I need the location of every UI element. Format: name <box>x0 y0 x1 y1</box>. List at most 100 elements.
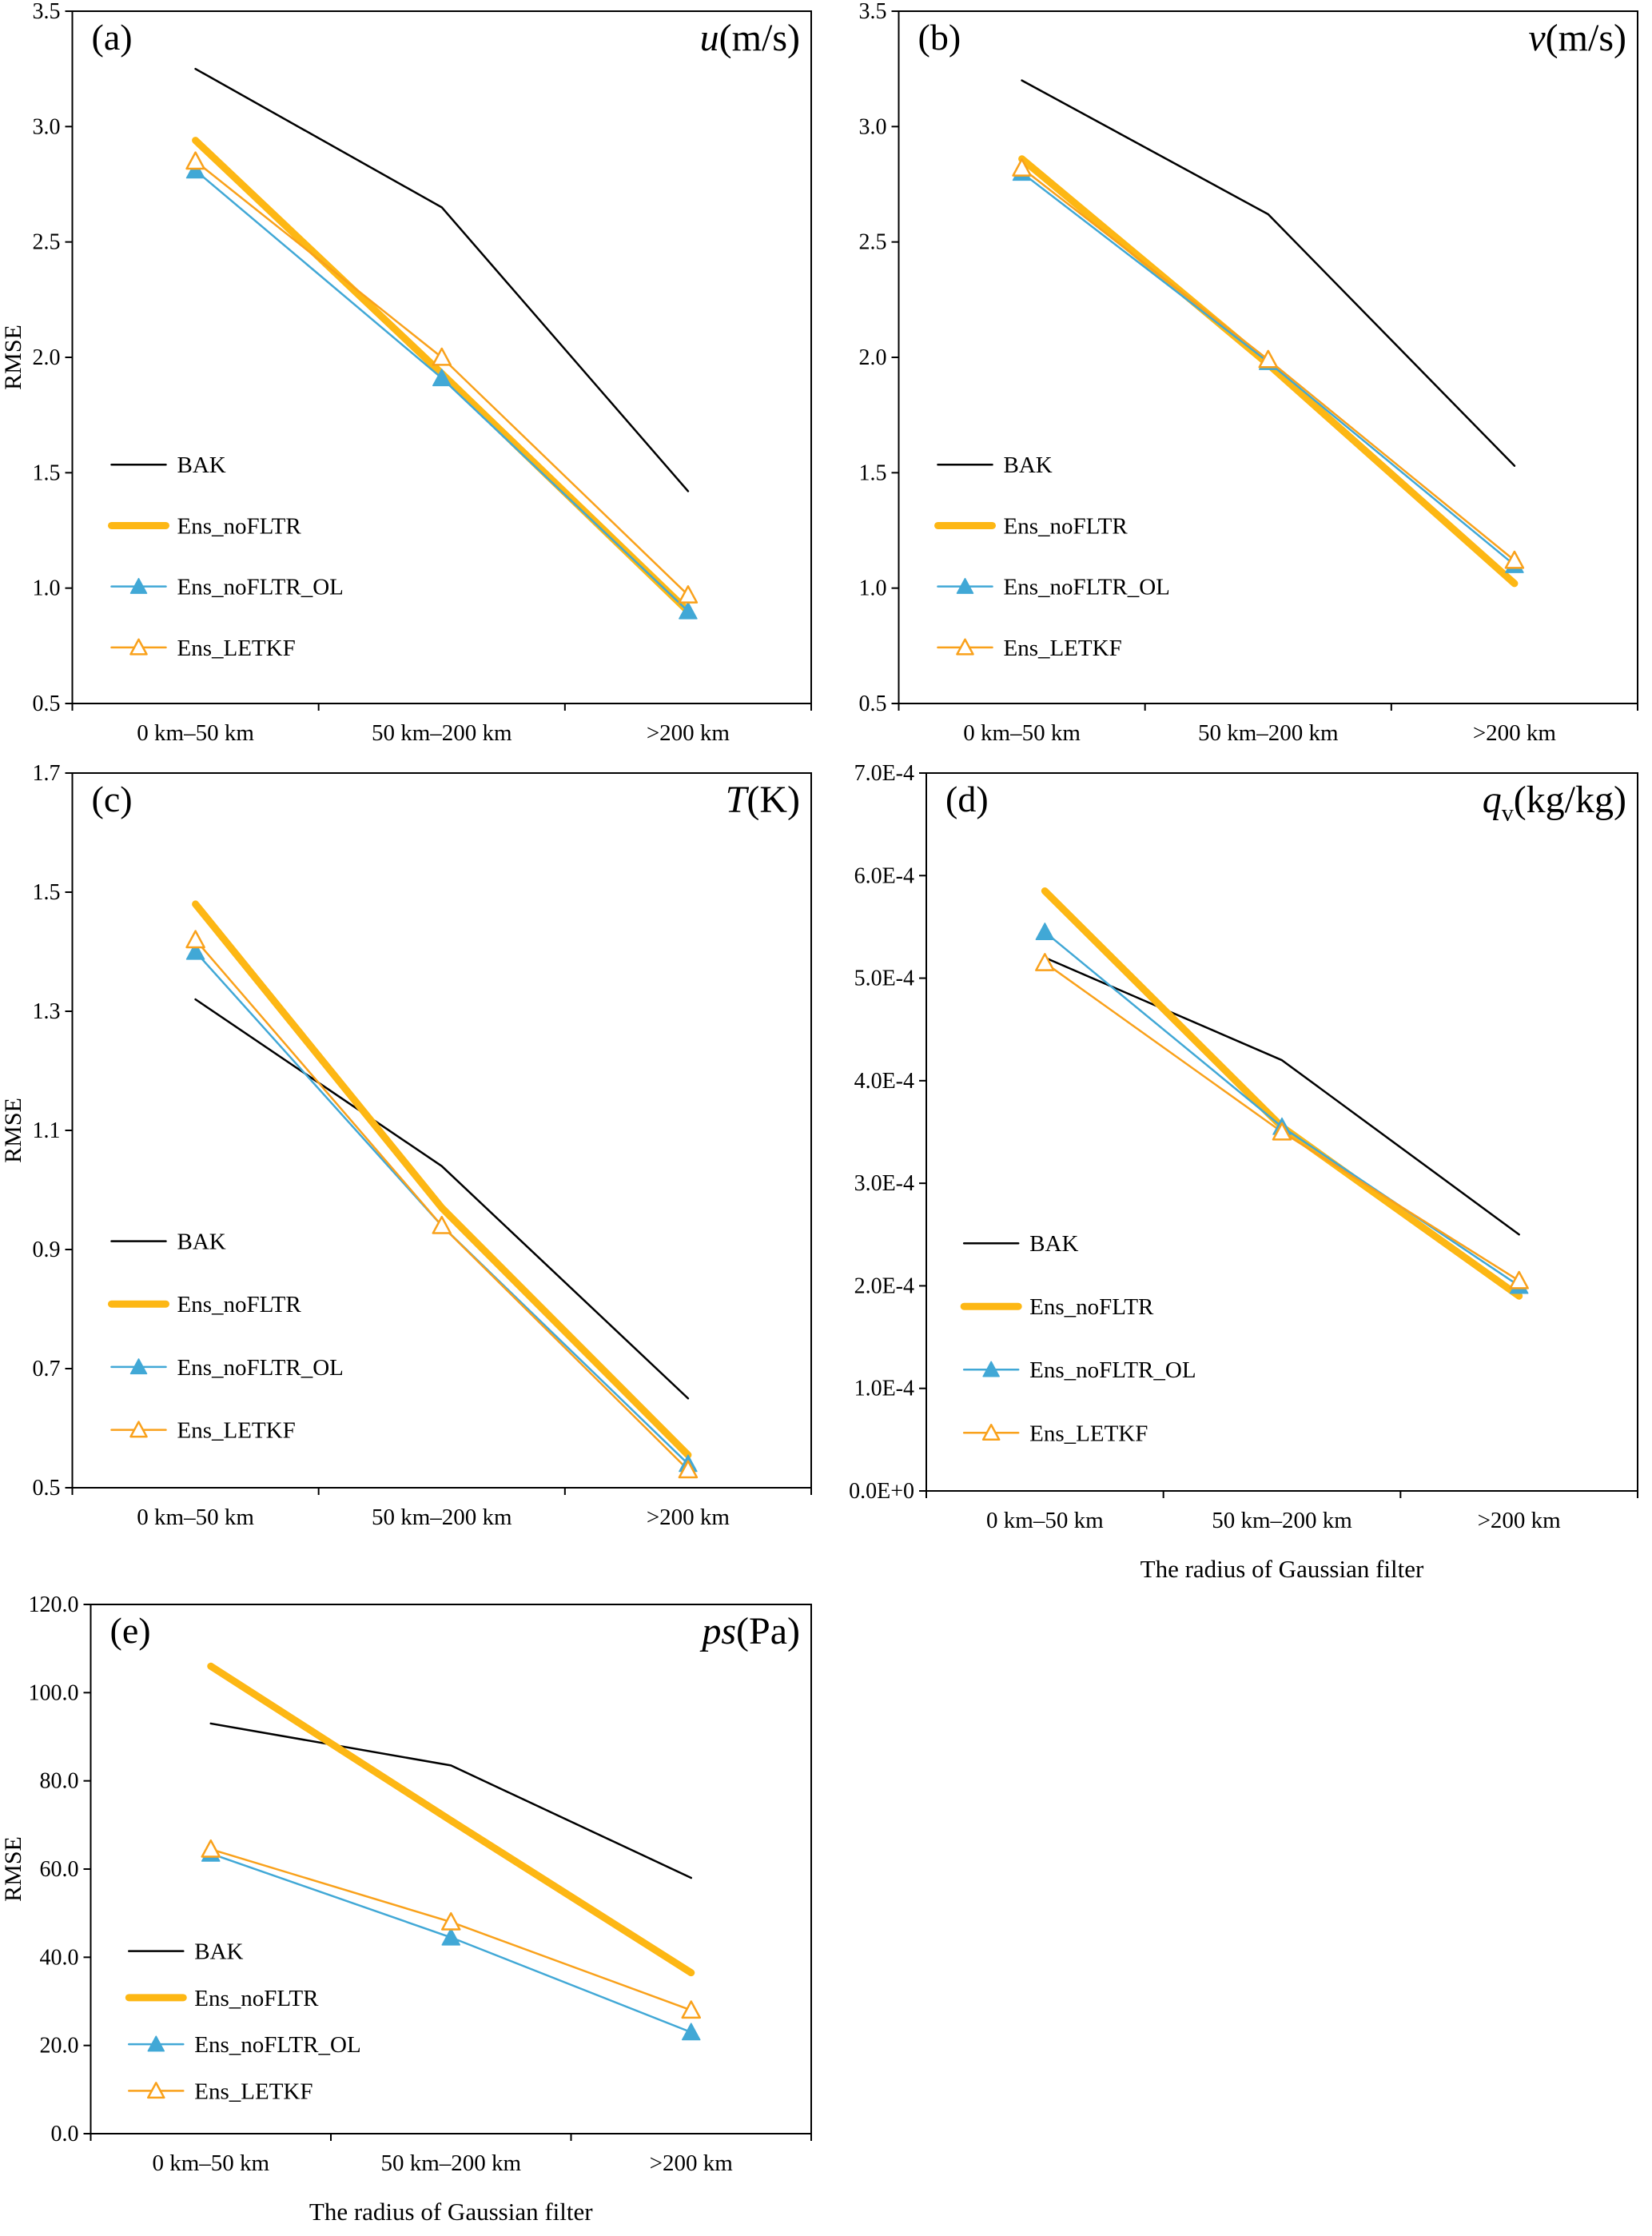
svg-text:Ens_LETKF: Ens_LETKF <box>177 636 295 661</box>
svg-text:1.5: 1.5 <box>33 460 61 485</box>
svg-text:BAK: BAK <box>1003 452 1052 478</box>
panel-a: (a) u(m/s) 0.5 1.0 1.5 2.0 2.5 3.0 3.5 0 km–50 … <box>0 0 826 759</box>
svg-text:Ens_noFLTR_OL: Ens_noFLTR_OL <box>1029 1357 1196 1383</box>
svg-text:100.0: 100.0 <box>29 1680 79 1705</box>
svg-text:>200 km: >200 km <box>1478 1508 1562 1533</box>
panel-c: (c) T(K) 0.5 0.7 0.9 1.1 1.3 1.5 1.7 0 km–50 km… <box>0 762 826 1544</box>
svg-text:Ens_noFLTR: Ens_noFLTR <box>1003 513 1128 539</box>
svg-text:1.5: 1.5 <box>859 460 887 485</box>
svg-text:3.5: 3.5 <box>859 0 887 24</box>
svg-text:Ens_LETKF: Ens_LETKF <box>194 2079 312 2104</box>
svg-text:2.5: 2.5 <box>33 230 61 255</box>
svg-text:50 km–200 km: 50 km–200 km <box>372 1505 512 1530</box>
svg-text:The radius of Gaussian filter: The radius of Gaussian filter <box>309 2198 593 2226</box>
svg-text:Ens_noFLTR_OL: Ens_noFLTR_OL <box>177 1355 343 1381</box>
svg-text:2.0: 2.0 <box>33 345 61 370</box>
svg-text:60.0: 60.0 <box>40 1857 79 1882</box>
variable-unit-d: (kg/kg) <box>1513 779 1626 821</box>
variable-unit-c: (K) <box>746 779 800 821</box>
svg-text:1.0E-4: 1.0E-4 <box>854 1377 914 1401</box>
svg-text:80.0: 80.0 <box>40 1769 79 1794</box>
variable-symbol-d: q <box>1482 779 1502 821</box>
variable-unit-a: (m/s) <box>719 17 800 59</box>
svg-text:4.0E-4: 4.0E-4 <box>854 1069 914 1094</box>
svg-text:0.9: 0.9 <box>33 1238 61 1262</box>
variable-subscript-d: v <box>1501 799 1514 827</box>
svg-text:50 km–200 km: 50 km–200 km <box>380 2150 521 2176</box>
variable-unit-b: (m/s) <box>1545 17 1626 59</box>
svg-text:Ens_noFLTR: Ens_noFLTR <box>177 1292 301 1317</box>
svg-text:50 km–200 km: 50 km–200 km <box>372 720 512 746</box>
panel-letter-b: (b) <box>918 17 961 58</box>
svg-text:1.5: 1.5 <box>33 880 61 905</box>
svg-text:20.0: 20.0 <box>40 2034 79 2059</box>
svg-text:Ens_noFLTR: Ens_noFLTR <box>194 1986 319 2011</box>
svg-text:3.0: 3.0 <box>33 114 61 139</box>
variable-label-a: u(m/s) <box>700 19 800 64</box>
panel-letter-d: (d) <box>945 779 989 819</box>
svg-text:0 km–50 km: 0 km–50 km <box>986 1508 1104 1533</box>
panel-letter-e: (e) <box>109 1610 151 1651</box>
svg-text:50 km–200 km: 50 km–200 km <box>1198 720 1339 746</box>
chart-d-plot: 0.0E+0 1.0E-4 2.0E-4 3.0E-4 4.0E-4 5.0E-4 6.0E… <box>849 762 1638 1583</box>
svg-text:5.0E-4: 5.0E-4 <box>854 967 914 991</box>
variable-symbol-e: ps <box>702 1610 737 1652</box>
svg-text:Ens_noFLTR: Ens_noFLTR <box>1029 1294 1154 1320</box>
svg-text:>200 km: >200 km <box>650 2150 734 2176</box>
svg-text:2.5: 2.5 <box>859 230 887 255</box>
svg-text:Ens_noFLTR_OL: Ens_noFLTR_OL <box>194 2032 360 2058</box>
svg-text:0.7: 0.7 <box>33 1357 61 1381</box>
variable-label-d: qv(kg/kg) <box>1483 781 1626 826</box>
svg-text:50 km–200 km: 50 km–200 km <box>1212 1508 1352 1533</box>
svg-text:0 km–50 km: 0 km–50 km <box>152 2150 269 2176</box>
variable-unit-e: (Pa) <box>736 1610 800 1652</box>
svg-text:BAK: BAK <box>177 1230 225 1255</box>
chart-a-plot: 0.5 1.0 1.5 2.0 2.5 3.0 3.5 0 km–50 km 50 km–200… <box>0 0 812 746</box>
svg-text:RMSE: RMSE <box>0 325 26 390</box>
svg-text:Ens_noFLTR_OL: Ens_noFLTR_OL <box>1003 575 1169 600</box>
svg-text:BAK: BAK <box>177 452 225 478</box>
svg-text:1.7: 1.7 <box>33 762 61 786</box>
svg-text:3.5: 3.5 <box>33 0 61 24</box>
svg-text:Ens_noFLTR: Ens_noFLTR <box>177 513 301 539</box>
svg-text:2.0: 2.0 <box>859 345 887 370</box>
chart-b-plot: 0.5 1.0 1.5 2.0 2.5 3.0 3.5 0 km–50 km 50 km–200… <box>859 0 1638 746</box>
svg-text:Ens_LETKF: Ens_LETKF <box>1029 1421 1148 1446</box>
chart-c-plot: 0.5 0.7 0.9 1.1 1.3 1.5 1.7 0 km–50 km 50 km–200… <box>0 762 812 1530</box>
svg-text:>200 km: >200 km <box>1473 720 1557 746</box>
svg-text:1.3: 1.3 <box>33 999 61 1024</box>
panel-letter-a: (a) <box>91 17 133 58</box>
panel-b: (b) v(m/s) 0.5 1.0 1.5 2.0 2.5 3.0 3.5 0 km–50 … <box>826 0 1652 759</box>
svg-text:0.0E+0: 0.0E+0 <box>849 1479 914 1504</box>
svg-text:2.0E-4: 2.0E-4 <box>854 1273 914 1298</box>
variable-symbol-a: u <box>699 17 719 59</box>
svg-text:0 km–50 km: 0 km–50 km <box>963 720 1081 746</box>
svg-text:0.5: 0.5 <box>33 692 61 716</box>
svg-text:0.5: 0.5 <box>33 1476 61 1501</box>
svg-text:7.0E-4: 7.0E-4 <box>854 762 914 786</box>
panel-d: (d) qv(kg/kg) 0.0E+0 1.0E-4 2.0E-4 3.0E-4 4.… <box>826 762 1652 1593</box>
svg-text:BAK: BAK <box>194 1939 243 1965</box>
svg-text:BAK: BAK <box>1029 1231 1078 1257</box>
variable-label-c: T(K) <box>726 781 800 826</box>
svg-text:Ens_LETKF: Ens_LETKF <box>1003 636 1121 661</box>
svg-text:RMSE: RMSE <box>0 1098 26 1163</box>
svg-text:40.0: 40.0 <box>40 1945 79 1970</box>
svg-text:1.0: 1.0 <box>859 576 887 601</box>
panel-e: (e) ps(Pa) 0.0 20.0 40.0 60.0 80.0 100.0 120.0… <box>0 1593 826 2236</box>
svg-text:0 km–50 km: 0 km–50 km <box>137 1505 254 1530</box>
svg-text:0.5: 0.5 <box>859 692 887 716</box>
svg-text:Ens_LETKF: Ens_LETKF <box>177 1418 295 1444</box>
svg-text:Ens_noFLTR_OL: Ens_noFLTR_OL <box>177 575 343 600</box>
svg-text:3.0: 3.0 <box>859 114 887 139</box>
variable-symbol-b: v <box>1528 17 1546 59</box>
svg-text:0.0: 0.0 <box>51 2122 79 2146</box>
svg-text:3.0E-4: 3.0E-4 <box>854 1171 914 1196</box>
svg-text:1.1: 1.1 <box>33 1118 61 1143</box>
variable-label-e: ps(Pa) <box>702 1612 800 1657</box>
chart-e-plot: 0.0 20.0 40.0 60.0 80.0 100.0 120.0 0 km–50 km 5… <box>0 1593 812 2226</box>
variable-symbol-c: T <box>725 779 747 821</box>
svg-text:0 km–50 km: 0 km–50 km <box>137 720 254 746</box>
svg-text:1.0: 1.0 <box>33 576 61 601</box>
